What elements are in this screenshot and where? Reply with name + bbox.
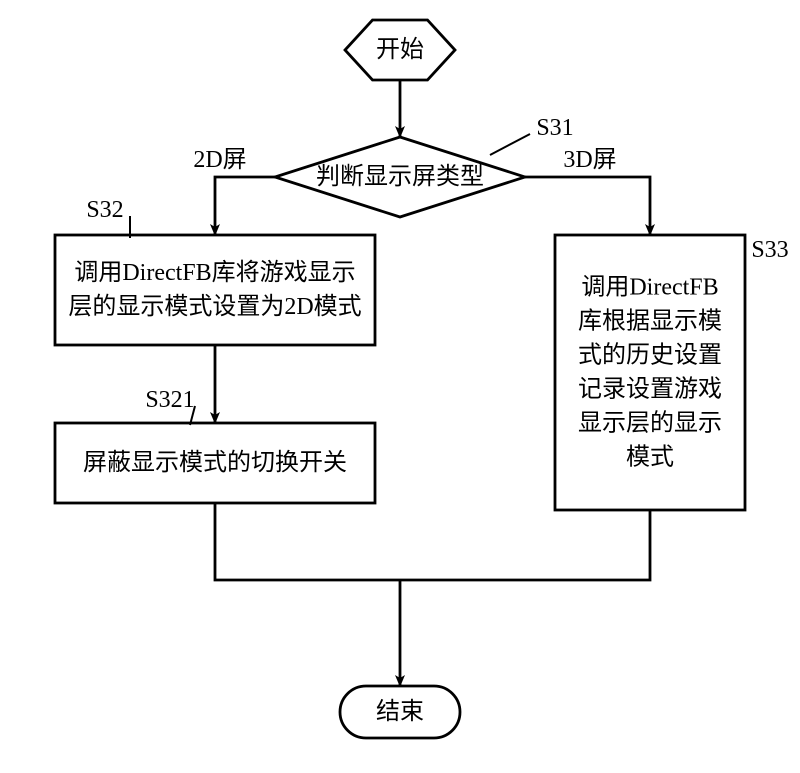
decision-node: 判断显示屏类型 [275, 137, 525, 217]
svg-text:显示层的显示: 显示层的显示 [578, 410, 722, 437]
svg-text:2D屏: 2D屏 [193, 147, 246, 173]
svg-text:屏蔽显示模式的切换开关: 屏蔽显示模式的切换开关 [83, 449, 347, 476]
label-s32: S32 [86, 197, 130, 238]
svg-text:S32: S32 [86, 197, 123, 223]
s321-node: 屏蔽显示模式的切换开关 [55, 423, 375, 503]
svg-text:结束: 结束 [376, 698, 424, 725]
svg-text:S31: S31 [536, 115, 573, 141]
label-s31: S31 [490, 115, 574, 155]
label-s33: S33 [745, 237, 789, 275]
svg-text:层的显示模式设置为2D模式: 层的显示模式设置为2D模式 [68, 293, 361, 320]
end-node: 结束 [340, 686, 460, 738]
svg-text:3D屏: 3D屏 [563, 147, 616, 173]
svg-text:式的历史设置: 式的历史设置 [578, 342, 722, 369]
svg-text:库根据显示模: 库根据显示模 [578, 308, 722, 335]
flowchart-diagram: 2D屏 3D屏 开始判断显示屏类型调用DirectFB库将游戏显示层的显示模式设置… [0, 0, 800, 773]
label-s321: S321 [145, 387, 195, 425]
svg-text:记录设置游戏: 记录设置游戏 [578, 376, 722, 403]
svg-text:判断显示屏类型: 判断显示屏类型 [316, 163, 484, 190]
start-node: 开始 [345, 20, 455, 80]
svg-text:调用DirectFB库将游戏显示: 调用DirectFB库将游戏显示 [74, 259, 355, 286]
s33-node: 调用DirectFB 库根据显示模式的历史设置记录设置游戏显示层的显示模式 [555, 235, 745, 510]
svg-text:模式: 模式 [626, 444, 674, 471]
svg-text:S321: S321 [145, 387, 194, 413]
s32-node: 调用DirectFB库将游戏显示层的显示模式设置为2D模式 [55, 235, 375, 345]
svg-text:S33: S33 [751, 237, 788, 263]
svg-text:调用DirectFB: 调用DirectFB [581, 274, 718, 301]
svg-text:开始: 开始 [376, 36, 424, 63]
